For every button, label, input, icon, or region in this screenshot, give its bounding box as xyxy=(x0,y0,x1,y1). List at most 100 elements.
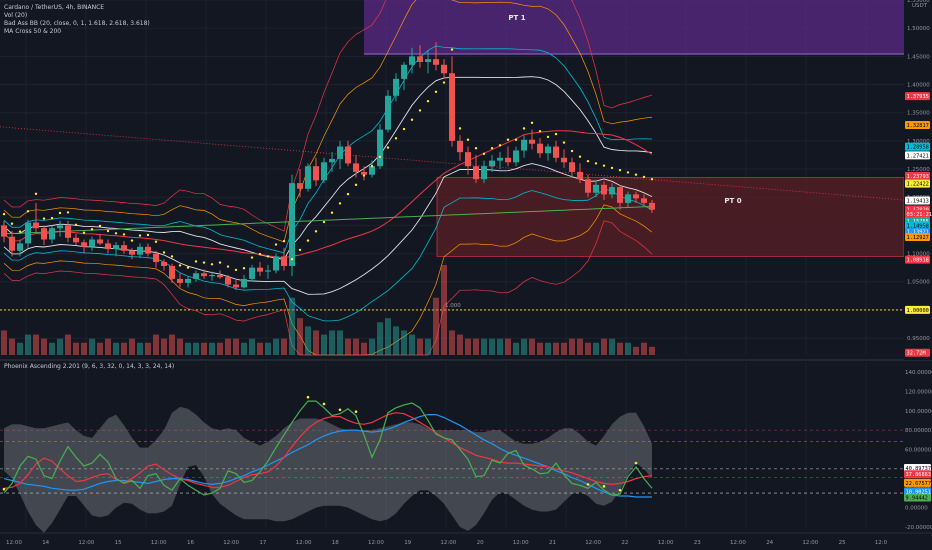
volume-bar xyxy=(537,342,543,355)
time-tick: 12:00 xyxy=(223,540,239,546)
volume-bar xyxy=(321,334,327,355)
osc-tick: 140.00000 xyxy=(905,370,932,376)
psar-dot xyxy=(394,137,398,140)
psar-dot xyxy=(602,164,606,167)
psar-dot xyxy=(42,217,46,220)
price-badge xyxy=(905,151,930,160)
volume-bar xyxy=(649,346,655,355)
symbol-label[interactable]: Cardano / TetherUS, 4h, BINANCE xyxy=(4,4,105,11)
volume-bar xyxy=(281,338,287,355)
trendline xyxy=(0,126,905,201)
time-axis[interactable]: 12:00 14 12:00 15 12:00 16 12:00 17 12:00 18 12:00… xyxy=(0,532,932,550)
osc-signal-dot xyxy=(354,410,358,414)
psar-dot xyxy=(426,99,430,103)
psar-dot xyxy=(538,130,542,133)
volume-bar xyxy=(553,342,559,355)
psar-dot xyxy=(82,231,86,234)
candle xyxy=(489,160,495,167)
candlesticks[interactable] xyxy=(1,42,655,291)
volume-bar xyxy=(57,338,63,355)
candle xyxy=(641,198,647,203)
volume-bar xyxy=(521,338,527,355)
price-badge xyxy=(905,305,930,314)
pt1-zone xyxy=(364,0,904,54)
indicator-bb-label[interactable]: Bad Ass BB (20, close, 0, 1, 1.618, 2.61… xyxy=(4,20,150,27)
volume-bar xyxy=(81,342,87,355)
psar-dot xyxy=(90,228,94,231)
candle xyxy=(569,162,575,172)
psar-dot xyxy=(546,135,550,139)
psar-dot xyxy=(218,261,222,264)
bollinger-bands xyxy=(3,0,653,356)
candle xyxy=(625,194,631,203)
pt0-label: PT 0 xyxy=(724,197,741,205)
psar-dot xyxy=(554,132,558,136)
volume-bar xyxy=(329,330,335,355)
volume-bar xyxy=(617,342,623,355)
candle xyxy=(329,158,335,163)
candle xyxy=(281,256,287,266)
volume-bar xyxy=(361,342,367,355)
candle xyxy=(129,250,135,255)
psar-dot xyxy=(594,162,598,165)
oscillator-legend[interactable]: Phoenix Ascending 2.201 (9, 6, 3, 32, 0,… xyxy=(4,363,175,370)
candle xyxy=(537,143,543,154)
volume-bar xyxy=(257,342,263,355)
volume-bar xyxy=(249,338,255,355)
indicator-ma-label[interactable]: MA Cross 50 & 200 xyxy=(4,28,62,35)
volume-bar xyxy=(601,338,607,355)
candle xyxy=(81,242,87,247)
psar-dot xyxy=(330,211,334,214)
price-tick: 1.25000 xyxy=(907,167,930,173)
candle xyxy=(305,166,311,189)
psar-dot xyxy=(34,192,38,196)
volume-bar xyxy=(353,338,359,355)
oscillator-axis[interactable]: 140.00000 120.00000 100.00000 80.00000 60.00… xyxy=(904,361,932,533)
osc-badge xyxy=(904,478,931,487)
osc-signal-dot xyxy=(618,488,622,492)
volume-bar xyxy=(369,338,375,355)
candle xyxy=(649,202,655,210)
osc-tick: 60.00000 xyxy=(905,448,932,454)
indicator-vol-label[interactable]: Vol (20) xyxy=(4,12,28,19)
volume-bar xyxy=(465,338,471,355)
price-tick: 0.95000 xyxy=(907,336,930,342)
candle xyxy=(33,222,39,229)
pt0-zone xyxy=(436,177,905,257)
candle xyxy=(145,246,151,254)
candle xyxy=(345,146,351,164)
candle xyxy=(633,194,639,199)
candle xyxy=(65,225,71,238)
volume-bar xyxy=(177,338,183,355)
psar-dot xyxy=(10,222,14,225)
osc-signal-dot xyxy=(322,402,326,406)
osc-tick: 0.00000 xyxy=(905,506,928,512)
time-tick: 17 xyxy=(259,540,266,546)
candle xyxy=(233,284,239,288)
psar-dot xyxy=(650,177,654,181)
candle xyxy=(553,146,559,158)
volume-bar xyxy=(73,342,79,355)
target-zones xyxy=(0,0,905,311)
osc-signal-dot xyxy=(602,485,606,488)
fib-label: 1.000 xyxy=(445,303,461,309)
candle xyxy=(185,278,191,283)
psar-dot xyxy=(378,155,382,159)
price-badge-text: 1.23793 xyxy=(907,174,929,180)
psar-dot xyxy=(282,239,286,243)
volume-bars xyxy=(1,265,655,355)
psar-dot xyxy=(50,216,54,220)
volume-bar xyxy=(25,334,31,355)
candle xyxy=(89,239,95,247)
oscillator-panel[interactable] xyxy=(0,395,904,533)
volume-bar xyxy=(577,338,583,355)
price-tick: 1.10000 xyxy=(907,252,930,258)
time-tick: 18 xyxy=(332,540,339,546)
psar-dot xyxy=(642,175,646,179)
volume-bar xyxy=(337,330,343,355)
price-badge xyxy=(905,142,930,151)
psar-dot xyxy=(314,230,318,233)
osc-badge-text: 37.86863 xyxy=(906,472,932,478)
